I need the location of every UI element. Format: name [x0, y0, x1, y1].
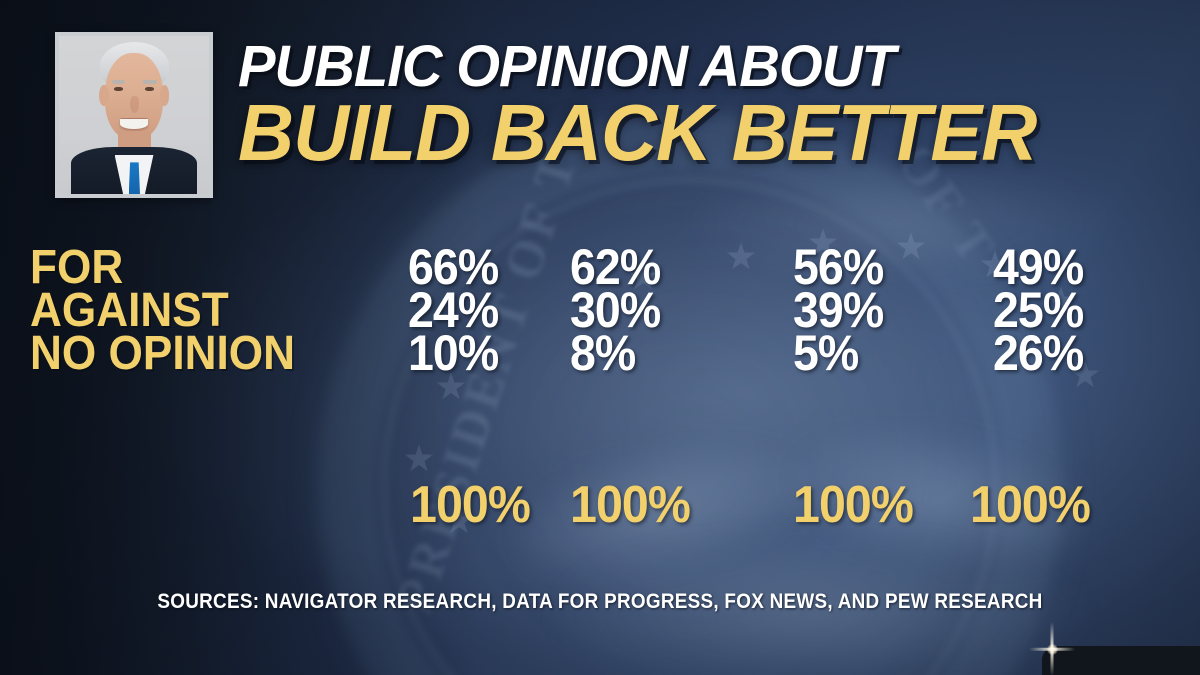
cell-no-opinion-col1: 10%: [408, 325, 499, 381]
sources-line: SOURCES: NAVIGATOR RESEARCH, DATA FOR PR…: [157, 590, 1043, 613]
table-row: NO OPINION 10% 8% 5% 26%: [0, 325, 1200, 381]
cell-against-col1: 24%: [408, 282, 499, 338]
total-col4: 100%: [970, 476, 1091, 534]
portrait-frame: [55, 32, 213, 198]
total-col2: 100%: [570, 476, 691, 534]
headline-line-2: BUILD BACK BETTER: [238, 87, 1037, 177]
cell-against-col4: 25%: [993, 282, 1084, 338]
avatar: [59, 36, 209, 194]
cell-against-col2: 30%: [570, 282, 661, 338]
page-title: PUBLIC OPINION ABOUT BUILD BACK BETTER: [238, 34, 1061, 177]
table-row: AGAINST 24% 30% 39% 25%: [0, 282, 1200, 338]
cell-no-opinion-col3: 5%: [793, 325, 859, 381]
table-row: FOR 66% 62% 56% 49%: [0, 239, 1200, 295]
table-totals-row: 100% 100% 100% 100%: [0, 476, 1200, 534]
row-label-against: AGAINST: [30, 284, 229, 337]
cell-no-opinion-col2: 8%: [570, 325, 636, 381]
cell-for-col1: 66%: [408, 239, 499, 295]
poll-results-table: FOR 66% 62% 56% 49% AGAINST 24% 30% 39% …: [0, 239, 1200, 381]
headline-line-1: PUBLIC OPINION ABOUT: [238, 34, 896, 99]
cell-against-col3: 39%: [793, 282, 884, 338]
cell-for-col3: 56%: [793, 239, 884, 295]
total-col1: 100%: [410, 476, 531, 534]
total-col3: 100%: [793, 476, 914, 534]
lower-third-edge: [1042, 646, 1200, 675]
cell-for-col4: 49%: [993, 239, 1084, 295]
cell-no-opinion-col4: 26%: [993, 325, 1084, 381]
row-label-for: FOR: [30, 241, 124, 294]
row-label-no-opinion: NO OPINION: [30, 327, 295, 380]
cell-for-col2: 62%: [570, 239, 661, 295]
